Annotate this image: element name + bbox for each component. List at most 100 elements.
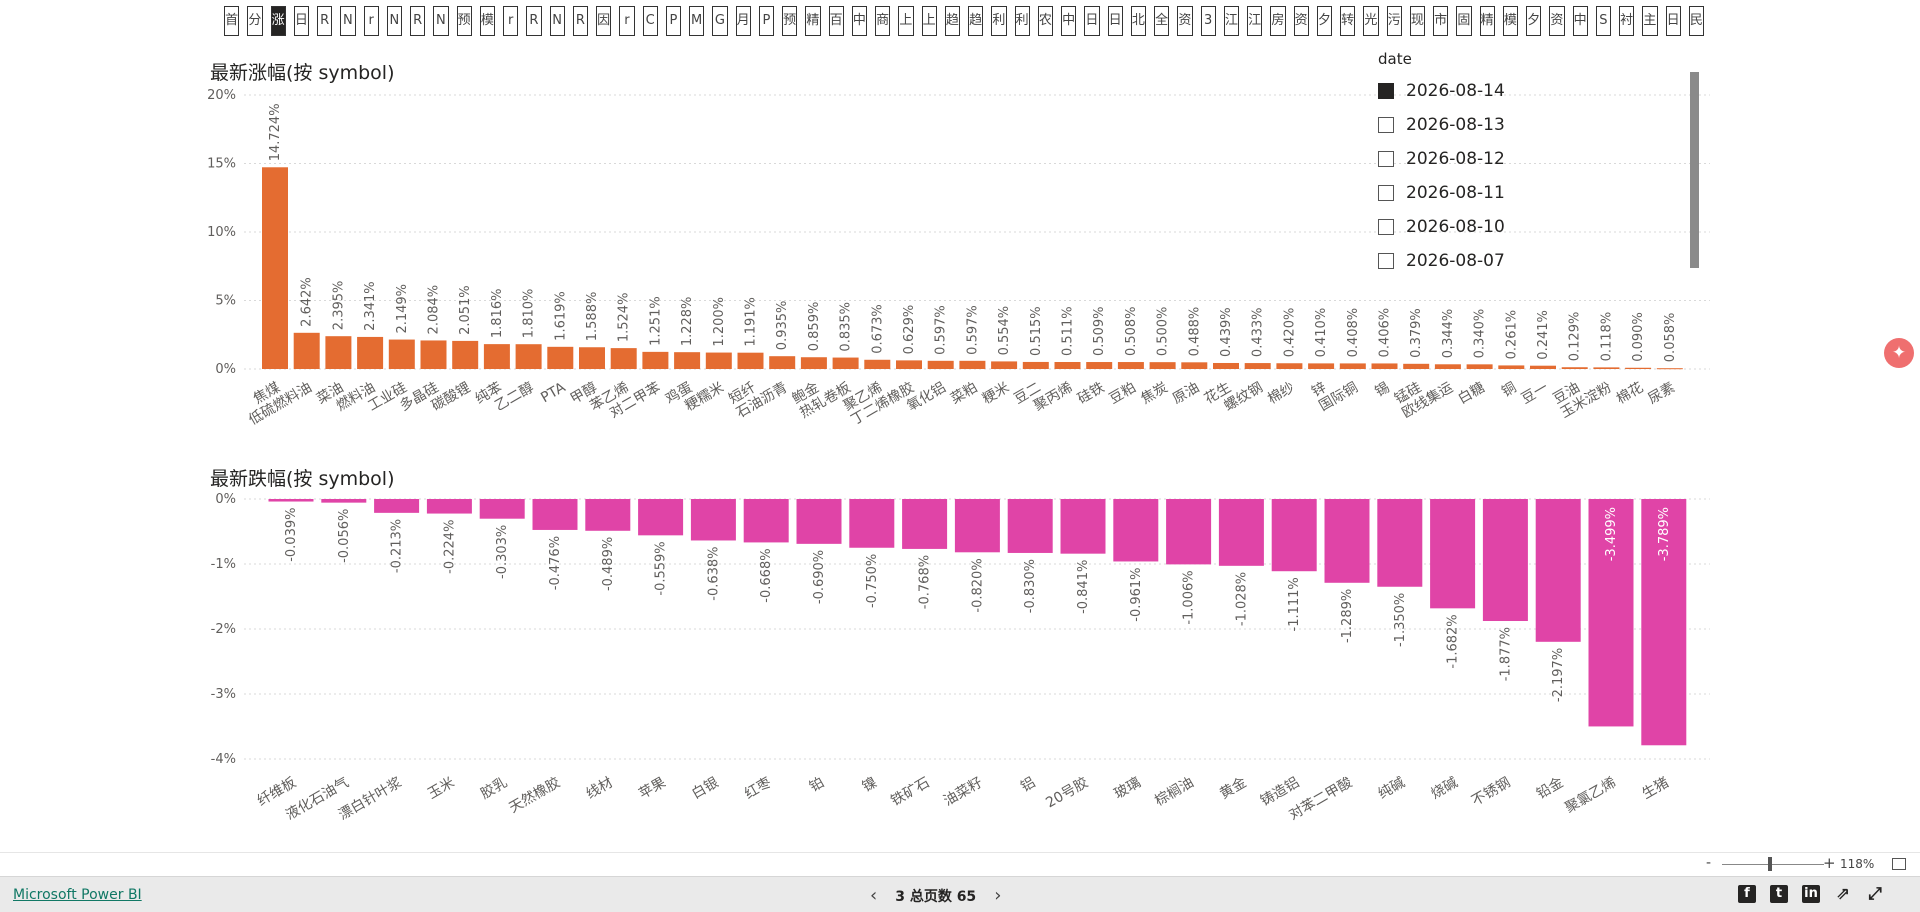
page-tab[interactable]: R <box>572 6 588 36</box>
power-bi-link[interactable]: Microsoft Power BI <box>13 887 142 903</box>
bar[interactable] <box>325 336 352 369</box>
zoom-out-button[interactable]: - <box>1706 855 1712 871</box>
page-tab[interactable]: 上 <box>898 6 914 36</box>
bar[interactable] <box>1482 499 1528 622</box>
page-tab[interactable]: 分 <box>247 6 263 36</box>
page-tab[interactable]: 现 <box>1409 6 1425 36</box>
twitter-icon[interactable]: t <box>1770 885 1788 903</box>
bar[interactable] <box>1339 363 1366 369</box>
checkbox-icon[interactable] <box>1378 83 1394 99</box>
linkedin-icon[interactable]: in <box>1802 885 1820 903</box>
checkbox-icon[interactable] <box>1378 219 1394 235</box>
bar[interactable] <box>1060 499 1106 554</box>
zoom-slider-handle[interactable] <box>1768 857 1772 871</box>
zoom-in-button[interactable]: + <box>1823 854 1836 872</box>
bar[interactable] <box>796 499 842 544</box>
slicer-item[interactable]: 2026-08-12 <box>1378 144 1505 174</box>
bar[interactable] <box>579 347 605 369</box>
bar[interactable] <box>1218 499 1264 566</box>
page-tab[interactable]: 房 <box>1270 6 1286 36</box>
bar[interactable] <box>849 499 895 548</box>
fit-to-page-icon[interactable] <box>1892 858 1906 870</box>
page-tab[interactable]: 日 <box>1665 6 1681 36</box>
page-tab[interactable]: 民 <box>1688 6 1704 36</box>
bar[interactable] <box>1430 499 1476 609</box>
bar[interactable] <box>959 360 986 369</box>
page-tab[interactable]: 转 <box>1340 6 1356 36</box>
page-tab[interactable]: 日 <box>1084 6 1100 36</box>
bar[interactable] <box>1276 363 1303 369</box>
page-tab[interactable]: 资 <box>1293 6 1309 36</box>
bar[interactable] <box>642 351 669 369</box>
bar[interactable] <box>1007 499 1053 553</box>
slicer-scrollbar[interactable] <box>1690 72 1699 268</box>
page-tab[interactable]: 北 <box>1130 6 1146 36</box>
page-tab[interactable]: 中 <box>1061 6 1077 36</box>
bar[interactable] <box>426 499 472 514</box>
bar[interactable] <box>690 499 736 541</box>
page-tab[interactable]: 利 <box>1014 6 1030 36</box>
page-tab[interactable]: N <box>386 6 402 36</box>
bar[interactable] <box>1371 363 1398 369</box>
bar[interactable] <box>262 167 288 369</box>
bar[interactable] <box>902 499 948 549</box>
page-tab[interactable]: 首 <box>224 6 240 36</box>
page-tab[interactable]: R <box>317 6 333 36</box>
bar[interactable] <box>800 357 827 369</box>
bar[interactable] <box>452 340 479 369</box>
bar[interactable] <box>547 346 574 369</box>
bar[interactable] <box>1181 362 1208 369</box>
slicer-item[interactable]: 2026-08-13 <box>1378 110 1505 140</box>
bar[interactable] <box>1530 365 1556 369</box>
page-tab[interactable]: 日 <box>293 6 309 36</box>
bar[interactable] <box>991 361 1018 369</box>
bar[interactable] <box>268 499 314 502</box>
bar[interactable] <box>1324 499 1370 583</box>
bar[interactable] <box>1244 363 1271 369</box>
bar[interactable] <box>1434 364 1461 369</box>
bar[interactable] <box>1498 365 1525 369</box>
bar[interactable] <box>515 344 542 369</box>
page-tab[interactable]: 预 <box>782 6 798 36</box>
page-tab[interactable]: R <box>410 6 426 36</box>
bar[interactable] <box>927 360 954 369</box>
bar[interactable] <box>1022 361 1049 369</box>
page-tab[interactable]: 夕 <box>1526 6 1542 36</box>
translate-icon[interactable]: ✦ <box>1884 338 1914 368</box>
page-tab[interactable]: 衬 <box>1619 6 1635 36</box>
page-tab[interactable]: 江 <box>1223 6 1239 36</box>
slicer-item[interactable]: 2026-08-07 <box>1378 246 1505 276</box>
bar[interactable] <box>1308 363 1335 369</box>
bar[interactable] <box>1466 364 1493 369</box>
bar[interactable] <box>954 499 1000 553</box>
zoom-slider-track[interactable] <box>1722 864 1824 865</box>
page-tab[interactable]: 农 <box>1037 6 1053 36</box>
bar[interactable] <box>1625 367 1652 369</box>
bar[interactable] <box>585 499 631 531</box>
facebook-icon[interactable]: f <box>1738 885 1756 903</box>
page-tab[interactable]: 污 <box>1386 6 1402 36</box>
page-tab[interactable]: 资 <box>1549 6 1565 36</box>
page-tab[interactable]: 模 <box>1502 6 1518 36</box>
page-tab[interactable]: 资 <box>1177 6 1193 36</box>
page-tab[interactable]: 江 <box>1247 6 1263 36</box>
page-tab[interactable]: N <box>549 6 565 36</box>
expand-icon[interactable]: ⤢ <box>1868 884 1882 904</box>
slicer-item[interactable]: 2026-08-10 <box>1378 212 1505 242</box>
bar[interactable] <box>479 499 525 519</box>
bar[interactable] <box>674 352 701 369</box>
bar[interactable] <box>1166 499 1212 565</box>
page-tab[interactable]: 趋 <box>944 6 960 36</box>
page-tab[interactable]: G <box>712 6 728 36</box>
bar[interactable] <box>321 499 367 503</box>
page-tab[interactable]: 精 <box>1479 6 1495 36</box>
page-tab[interactable]: R <box>526 6 542 36</box>
bar[interactable] <box>737 352 764 369</box>
checkbox-icon[interactable] <box>1378 117 1394 133</box>
page-tab[interactable]: 中 <box>1572 6 1588 36</box>
page-tab[interactable]: P <box>665 6 681 36</box>
page-tab[interactable]: 中 <box>851 6 867 36</box>
bar[interactable] <box>1271 499 1317 572</box>
bar[interactable] <box>483 344 510 369</box>
page-tab[interactable]: 模 <box>479 6 495 36</box>
